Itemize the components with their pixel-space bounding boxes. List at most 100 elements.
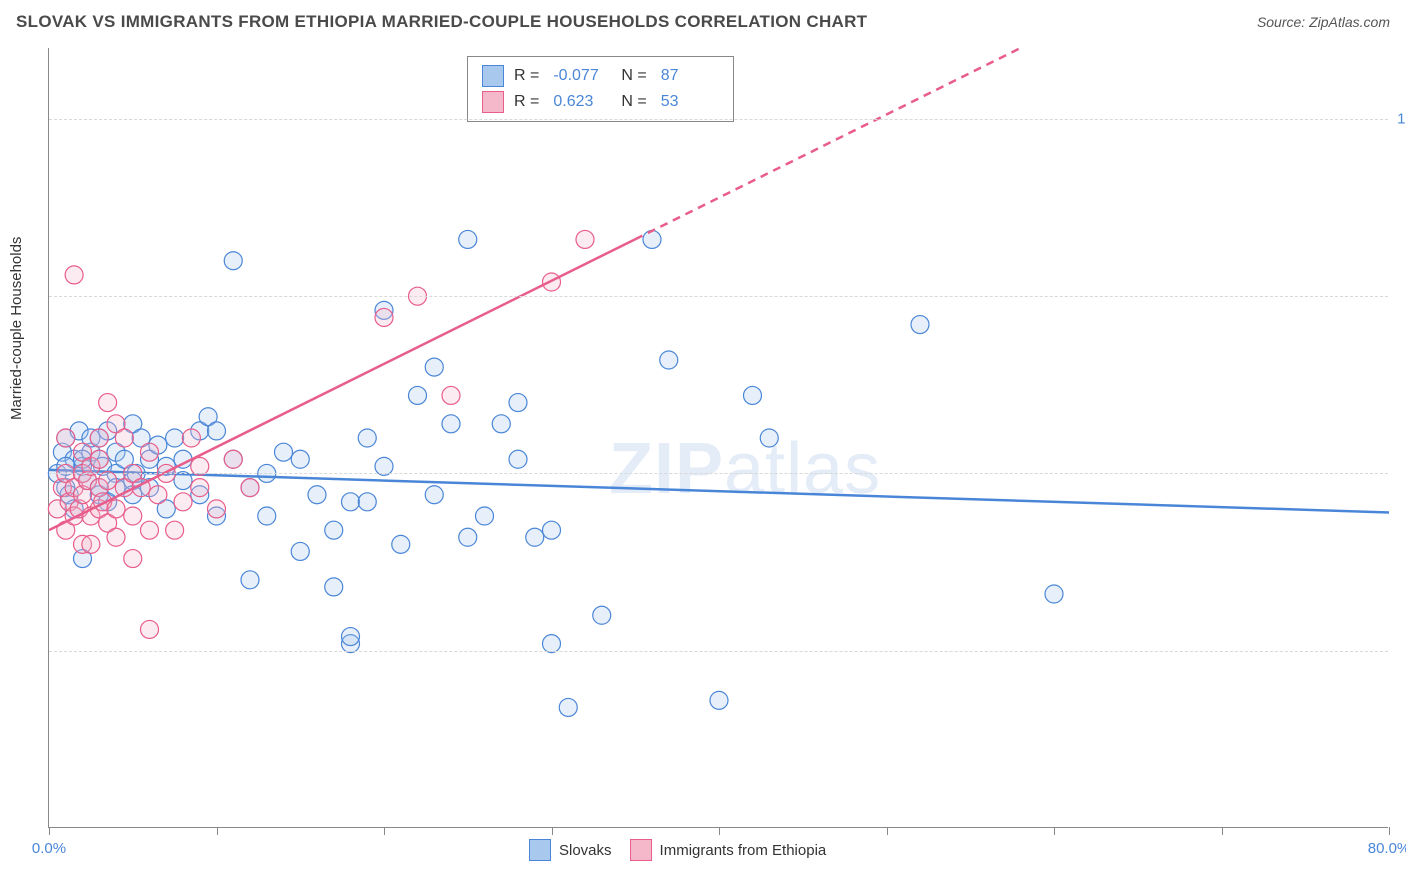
data-point	[241, 571, 259, 589]
data-point	[82, 535, 100, 553]
data-point	[291, 542, 309, 560]
data-point	[559, 698, 577, 716]
x-tick-mark	[1054, 827, 1055, 835]
data-point	[141, 443, 159, 461]
x-tick-mark	[887, 827, 888, 835]
data-point	[90, 429, 108, 447]
data-point	[325, 521, 343, 539]
x-tick-label: 0.0%	[32, 840, 66, 857]
data-point	[744, 386, 762, 404]
data-point	[224, 450, 242, 468]
data-point	[191, 479, 209, 497]
data-point	[409, 386, 427, 404]
data-point	[275, 443, 293, 461]
data-point	[509, 394, 527, 412]
n-value: 87	[661, 67, 719, 85]
data-point	[425, 358, 443, 376]
series-swatch	[482, 91, 504, 113]
data-point	[425, 486, 443, 504]
data-point	[166, 521, 184, 539]
stats-legend-box: R = -0.077 N = 87 R = 0.623 N = 53	[467, 56, 734, 122]
r-label: R =	[514, 93, 539, 111]
data-point	[526, 528, 544, 546]
data-point	[99, 394, 117, 412]
data-point	[65, 266, 83, 284]
data-point	[141, 521, 159, 539]
chart-plot-area: ZIPatlas R =-0.077N =87R =0.623N =53 Slo…	[48, 48, 1388, 828]
scatter-svg	[49, 48, 1388, 827]
data-point	[576, 230, 594, 248]
n-label: N =	[621, 67, 646, 85]
data-point	[107, 528, 125, 546]
data-point	[911, 316, 929, 334]
data-point	[208, 500, 226, 518]
data-point	[182, 429, 200, 447]
data-point	[141, 620, 159, 638]
legend-item: Slovaks	[529, 839, 612, 861]
x-tick-mark	[217, 827, 218, 835]
legend-swatch	[630, 839, 652, 861]
x-tick-mark	[49, 827, 50, 835]
source-label: Source:	[1257, 14, 1309, 30]
data-point	[459, 230, 477, 248]
data-point	[459, 528, 477, 546]
data-point	[166, 429, 184, 447]
data-point	[660, 351, 678, 369]
stats-row: R = 0.623 N = 53	[482, 89, 719, 115]
data-point	[224, 252, 242, 270]
data-point	[392, 535, 410, 553]
x-tick-mark	[1389, 827, 1390, 835]
data-point	[476, 507, 494, 525]
data-point	[325, 578, 343, 596]
data-point	[375, 308, 393, 326]
data-point	[358, 493, 376, 511]
data-point	[358, 429, 376, 447]
data-point	[174, 493, 192, 511]
legend-swatch	[529, 839, 551, 861]
data-point	[593, 606, 611, 624]
x-tick-label: 80.0%	[1368, 840, 1406, 857]
source-link[interactable]: ZipAtlas.com	[1309, 14, 1390, 30]
data-point	[342, 493, 360, 511]
data-point	[241, 479, 259, 497]
bottom-legend: Slovaks Immigrants from Ethiopia	[529, 839, 826, 861]
data-point	[57, 429, 75, 447]
r-value: 0.623	[553, 93, 611, 111]
data-point	[442, 386, 460, 404]
y-axis-label: Married-couple Households	[8, 237, 25, 420]
n-value: 53	[661, 93, 719, 111]
x-tick-mark	[552, 827, 553, 835]
data-point	[115, 429, 133, 447]
x-tick-mark	[1222, 827, 1223, 835]
data-point	[107, 500, 125, 518]
data-point	[543, 521, 561, 539]
r-value: -0.077	[553, 67, 611, 85]
data-point	[308, 486, 326, 504]
data-point	[643, 230, 661, 248]
gridline	[49, 473, 1388, 474]
x-tick-mark	[384, 827, 385, 835]
data-point	[492, 415, 510, 433]
gridline	[49, 119, 1388, 120]
data-point	[442, 415, 460, 433]
data-point	[760, 429, 778, 447]
data-point	[291, 450, 309, 468]
r-label: R =	[514, 67, 539, 85]
gridline	[49, 651, 1388, 652]
data-point	[1045, 585, 1063, 603]
legend-label: Slovaks	[559, 842, 612, 859]
source-attribution: Source: ZipAtlas.com	[1257, 14, 1390, 30]
data-point	[208, 422, 226, 440]
data-point	[258, 507, 276, 525]
gridline	[49, 296, 1388, 297]
data-point	[124, 550, 142, 568]
x-tick-mark	[719, 827, 720, 835]
stats-row: R = -0.077 N = 87	[482, 63, 719, 89]
legend-label: Immigrants from Ethiopia	[660, 842, 827, 859]
chart-title: SLOVAK VS IMMIGRANTS FROM ETHIOPIA MARRI…	[16, 12, 867, 32]
y-tick-label: 100.0%	[1397, 110, 1406, 127]
series-swatch	[482, 65, 504, 87]
n-label: N =	[621, 93, 646, 111]
data-point	[124, 507, 142, 525]
data-point	[710, 691, 728, 709]
